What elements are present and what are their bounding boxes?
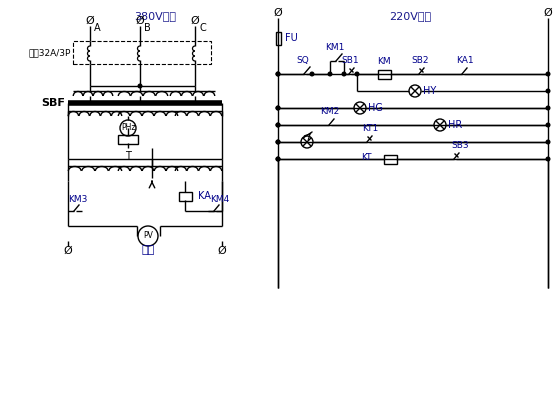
Text: C: C <box>199 23 206 33</box>
Bar <box>377 70 391 78</box>
Bar <box>275 32 280 44</box>
Text: KA: KA <box>198 191 211 201</box>
Text: KM: KM <box>377 57 391 66</box>
Text: KT: KT <box>362 154 372 162</box>
Text: SB3: SB3 <box>451 141 469 150</box>
Text: KM4: KM4 <box>210 195 229 204</box>
Circle shape <box>276 106 280 110</box>
Text: 380V输入: 380V输入 <box>134 11 176 21</box>
Circle shape <box>276 106 280 110</box>
Text: Ø: Ø <box>191 16 199 26</box>
Text: HR: HR <box>448 120 462 130</box>
Text: SBF: SBF <box>41 98 65 108</box>
Bar <box>178 192 192 200</box>
Text: PHz: PHz <box>121 124 135 133</box>
Circle shape <box>276 72 280 76</box>
Text: SB1: SB1 <box>341 56 359 65</box>
Text: Ø: Ø <box>543 8 552 18</box>
Text: KM2: KM2 <box>320 107 340 116</box>
Text: KA1: KA1 <box>456 56 474 65</box>
Text: A: A <box>94 23 101 33</box>
Text: Ø: Ø <box>218 246 227 256</box>
Circle shape <box>276 157 280 161</box>
Text: T: T <box>125 151 131 161</box>
Text: KT1: KT1 <box>362 124 378 133</box>
Circle shape <box>342 72 346 76</box>
Circle shape <box>276 72 280 76</box>
Circle shape <box>546 157 550 161</box>
Text: KM1: KM1 <box>325 43 345 52</box>
Circle shape <box>276 123 280 127</box>
Circle shape <box>355 72 359 76</box>
Circle shape <box>276 157 280 161</box>
Text: 电源32A/3P: 电源32A/3P <box>29 48 71 57</box>
Circle shape <box>328 72 332 76</box>
Text: 220V输入: 220V输入 <box>389 11 431 21</box>
Circle shape <box>546 106 550 110</box>
Text: FU: FU <box>285 33 297 43</box>
Circle shape <box>276 140 280 144</box>
Bar <box>383 154 397 164</box>
Text: HY: HY <box>423 86 436 96</box>
Circle shape <box>546 123 550 127</box>
Text: KM3: KM3 <box>68 195 88 204</box>
Text: Ø: Ø <box>64 246 73 256</box>
Text: Ø: Ø <box>86 16 94 26</box>
Text: B: B <box>144 23 151 33</box>
Circle shape <box>138 84 142 88</box>
Text: PV: PV <box>143 232 153 240</box>
Circle shape <box>546 89 550 93</box>
Circle shape <box>546 72 550 76</box>
Bar <box>73 41 211 64</box>
Text: 输出: 输出 <box>141 245 155 255</box>
Circle shape <box>276 123 280 127</box>
Text: Ø: Ø <box>136 16 145 26</box>
Circle shape <box>310 72 314 76</box>
Circle shape <box>546 140 550 144</box>
Bar <box>118 135 138 143</box>
Text: Ø: Ø <box>274 8 283 18</box>
Text: SQ: SQ <box>296 56 309 65</box>
Text: SB2: SB2 <box>411 56 429 65</box>
Circle shape <box>276 140 280 144</box>
Text: HG: HG <box>368 103 383 113</box>
